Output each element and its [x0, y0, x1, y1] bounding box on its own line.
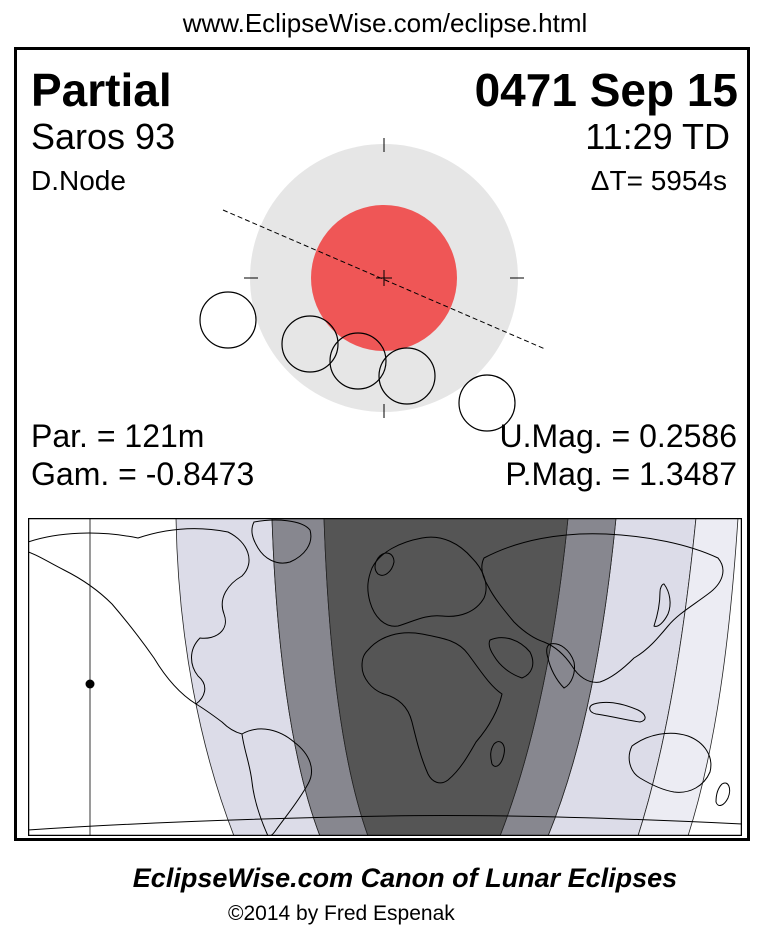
indonesia-coast [589, 701, 646, 723]
moon-u4 [378, 347, 436, 405]
partial-duration: Par. = 121m [31, 418, 205, 454]
greenland-coast [251, 519, 312, 564]
copyright-notice: ©2014 by Fred Espenak [228, 902, 455, 925]
south-america-coast [241, 728, 312, 836]
umbral-magnitude: U.Mag. = 0.2586 [499, 418, 737, 454]
britain-coast [374, 552, 395, 576]
canon-title: EclipseWise.com Canon of Lunar Eclipses [132, 863, 678, 893]
europe-coast [367, 536, 487, 627]
antarctica-coast [28, 814, 742, 831]
africa-coast [361, 632, 503, 784]
india-coast [546, 643, 575, 689]
source-url[interactable]: www.EclipseWise.com/eclipse.html [182, 8, 588, 38]
north-america-coast [28, 528, 250, 705]
eclipse-type: Partial [31, 64, 172, 116]
moon-u1 [281, 315, 339, 373]
visibility-world-map [28, 518, 742, 836]
moon-greatest [329, 332, 387, 390]
penumbral-magnitude: P.Mag. = 1.3487 [505, 456, 737, 492]
saros-number: Saros 93 [31, 116, 176, 157]
ecliptic-line [222, 209, 546, 350]
japan-coast [653, 583, 671, 627]
coastlines [28, 519, 742, 836]
eclipse-geometry-diagram [199, 138, 546, 432]
eclipse-time: 11:29 TD [585, 116, 730, 157]
delta-t: ΔT= 5954s [590, 165, 727, 196]
australia-coast [628, 732, 712, 793]
node-label: D.Node [31, 165, 126, 196]
map-border [28, 518, 742, 836]
sublunar-point [85, 679, 95, 689]
moon-p1 [199, 291, 257, 349]
asia-coast [481, 533, 724, 683]
gamma-value: Gam. = -0.8473 [31, 456, 255, 492]
moon-p4 [458, 374, 516, 432]
madagascar-coast [490, 741, 505, 767]
arabia-coast [488, 637, 534, 679]
eclipse-date: 0471 Sep 15 [474, 64, 738, 116]
new-zealand-coast [715, 782, 731, 806]
moon-positions [199, 291, 516, 432]
central-america-coast [195, 703, 243, 735]
penumbral-zone-east-outer [637, 518, 739, 836]
axis-ticks [244, 138, 524, 418]
eclipse-panel-frame [14, 47, 750, 841]
